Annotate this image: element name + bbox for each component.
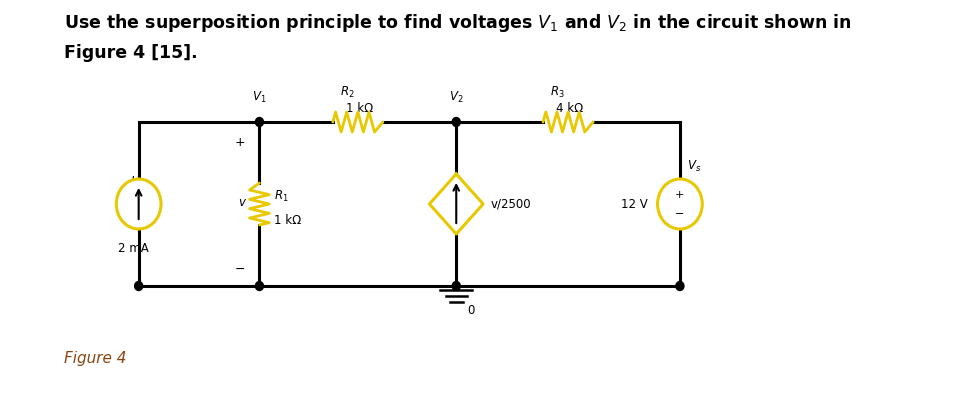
Text: Use the superposition principle to find voltages $\mathit{V}_1$ and $\mathit{V}_: Use the superposition principle to find … [64,12,852,34]
Text: $R_2$: $R_2$ [340,85,354,100]
Circle shape [135,282,143,290]
Text: $R_3$: $R_3$ [550,85,564,100]
Circle shape [256,282,263,290]
Circle shape [452,118,460,126]
Circle shape [256,118,263,126]
Text: −: − [235,263,245,276]
Text: $V_s$: $V_s$ [687,159,701,174]
Text: v/2500: v/2500 [490,198,531,210]
Circle shape [676,282,684,290]
Text: $R_1$: $R_1$ [274,188,288,204]
Text: 2 mA: 2 mA [118,242,148,255]
Text: 1 kΩ: 1 kΩ [274,214,301,227]
Text: 1 kΩ: 1 kΩ [346,102,374,115]
Text: 4 kΩ: 4 kΩ [557,102,583,115]
Circle shape [452,282,460,290]
Text: Figure 4 [15].: Figure 4 [15]. [64,44,198,62]
Text: $I_s$: $I_s$ [130,175,140,190]
Text: −: − [675,209,685,219]
Text: 12 V: 12 V [621,198,648,210]
Polygon shape [429,174,483,234]
Text: +: + [675,190,685,200]
Text: Figure 4: Figure 4 [64,351,126,366]
Text: 0: 0 [467,303,474,316]
Text: $V_1$: $V_1$ [252,90,266,105]
Text: v: v [239,196,245,208]
Text: $V_2$: $V_2$ [449,90,464,105]
Circle shape [657,179,702,229]
Circle shape [116,179,161,229]
Text: +: + [235,136,245,149]
